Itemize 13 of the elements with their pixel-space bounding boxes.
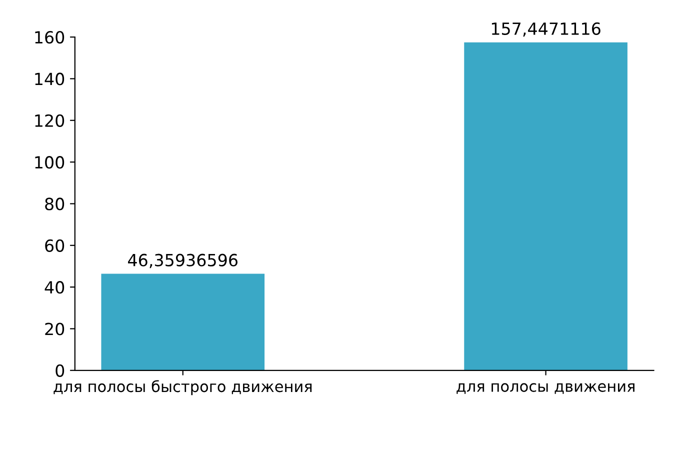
y-tick-label: 160 (35, 31, 64, 44)
data-label: 46,35936596 (128, 254, 238, 268)
y-tick-label: 140 (35, 72, 64, 86)
data-label: 157,4471116 (492, 22, 600, 37)
x-tick-label: для полосы движения (456, 383, 634, 394)
y-tick-label: 40 (44, 281, 64, 294)
y-tick-label: 20 (45, 322, 64, 336)
y-tick-label: 120 (35, 114, 64, 127)
y-tick-label: 60 (45, 239, 64, 252)
y-tick-label: 100 (35, 156, 64, 169)
x-tick-label: для полосы быстрого движения (54, 380, 312, 396)
y-tick-label: 80 (45, 198, 64, 210)
y-tick-label: 0 (56, 364, 64, 377)
